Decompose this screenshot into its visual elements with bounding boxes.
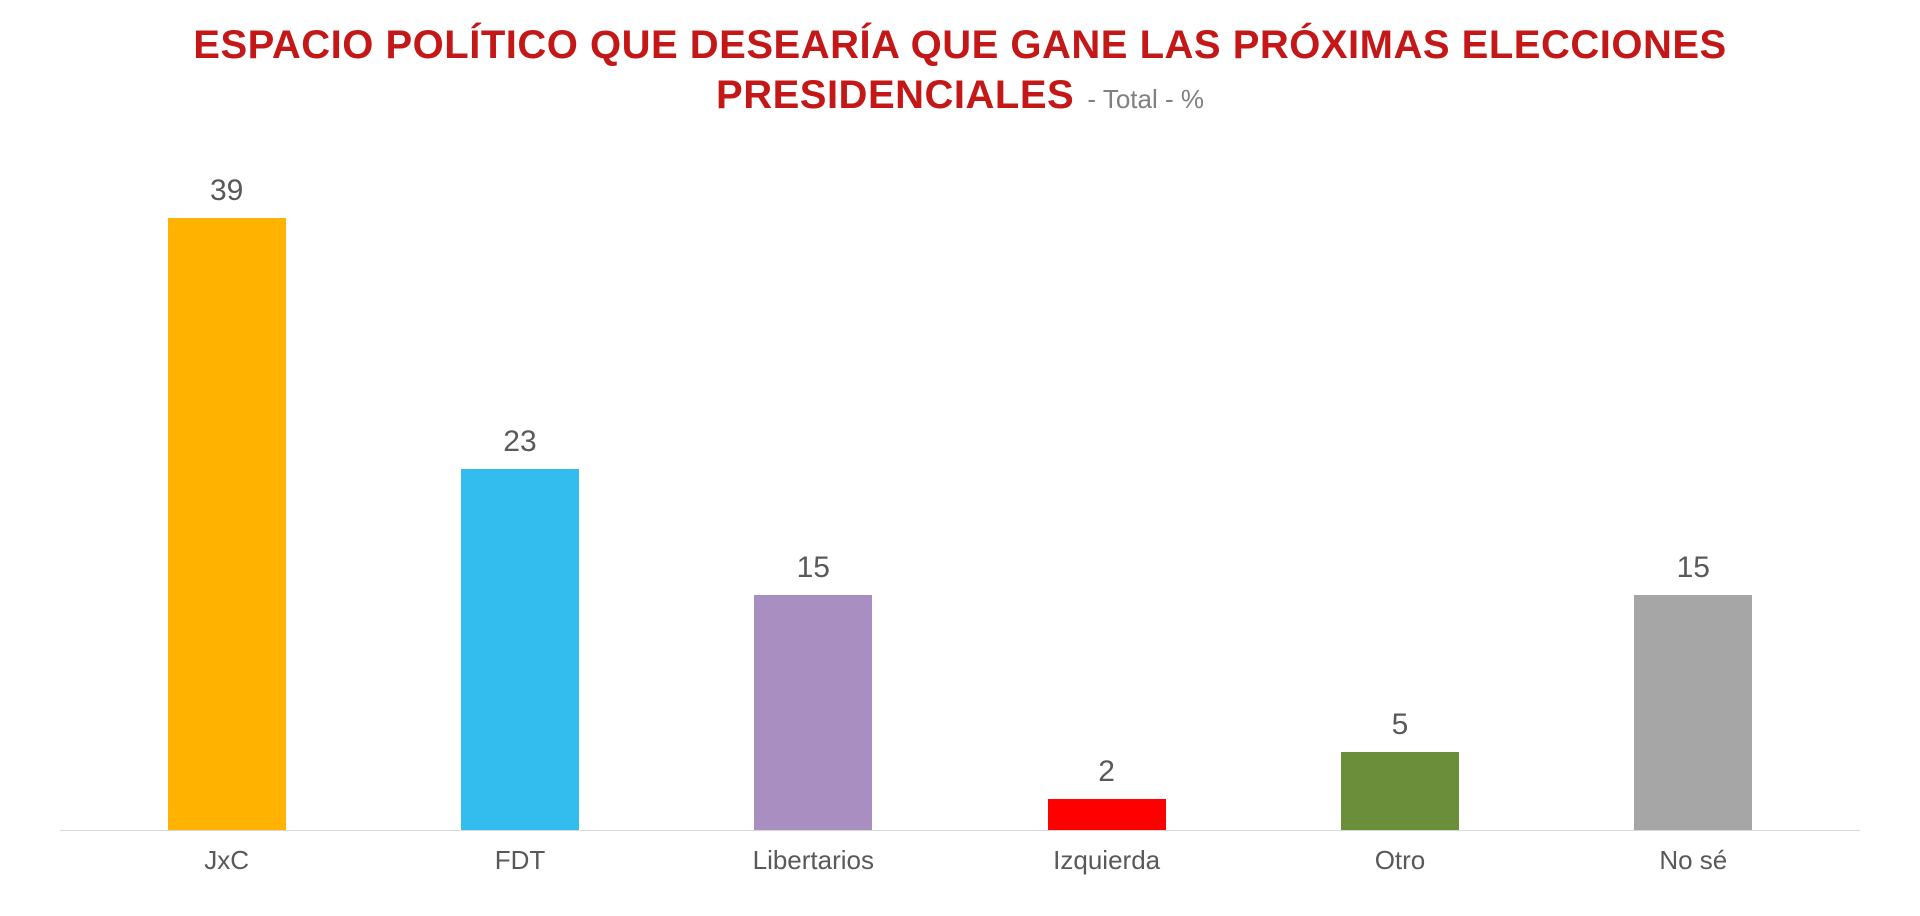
bar-slot: 23 — [373, 150, 666, 830]
bar-chart: ESPACIO POLÍTICO QUE DESEARÍA QUE GANE L… — [0, 0, 1920, 916]
bar-value-label: 2 — [1098, 755, 1115, 789]
bar — [1341, 752, 1459, 830]
bar-value-label: 39 — [210, 174, 243, 208]
category-label: No sé — [1547, 845, 1840, 876]
chart-title-block: ESPACIO POLÍTICO QUE DESEARÍA QUE GANE L… — [60, 20, 1860, 120]
bar-slot: 39 — [80, 150, 373, 830]
category-label: Libertarios — [667, 845, 960, 876]
bar — [1634, 595, 1752, 830]
plot-area: 39 23 15 2 5 15 — [60, 150, 1860, 831]
bar-value-label: 15 — [797, 551, 830, 585]
chart-subtitle: - Total - % — [1080, 84, 1204, 114]
category-label: Izquierda — [960, 845, 1253, 876]
bar-slot: 15 — [667, 150, 960, 830]
category-label: FDT — [373, 845, 666, 876]
category-label: JxC — [80, 845, 373, 876]
bar-value-label: 5 — [1392, 708, 1409, 742]
bar-slot: 5 — [1253, 150, 1546, 830]
bar-value-label: 15 — [1677, 551, 1710, 585]
bar — [168, 218, 286, 830]
bar-value-label: 23 — [503, 425, 536, 459]
bar-slot: 2 — [960, 150, 1253, 830]
category-axis: JxCFDTLibertariosIzquierdaOtroNo sé — [60, 831, 1860, 876]
chart-title: ESPACIO POLÍTICO QUE DESEARÍA QUE GANE L… — [193, 23, 1726, 117]
bar — [461, 469, 579, 830]
bar — [754, 595, 872, 830]
bar — [1048, 799, 1166, 830]
category-label: Otro — [1253, 845, 1546, 876]
bar-slot: 15 — [1547, 150, 1840, 830]
